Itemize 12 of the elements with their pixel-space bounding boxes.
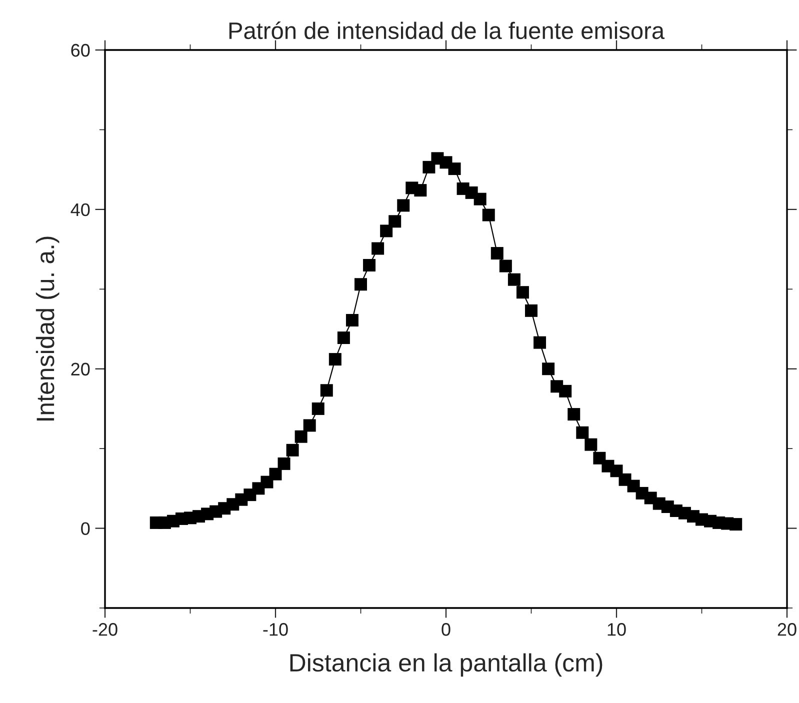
x-axis-title: Distancia en la pantalla (cm) [290, 653, 602, 677]
y-tick-label: 20 [71, 362, 90, 376]
x-tick-label: 20 [778, 623, 796, 636]
y-tick-label: 0 [81, 522, 90, 536]
y-tick-label: 40 [70, 203, 90, 216]
y-tick-label: 60 [71, 44, 90, 57]
x-tick-label: 0 [442, 623, 450, 636]
x-tick-label: -20 [92, 623, 118, 636]
x-tick-label: -10 [263, 623, 288, 636]
y-axis-title: Intensidad (u. a.) [36, 236, 60, 420]
chart-title: Patrón de intensidad de la fuente emisora [229, 22, 665, 40]
x-tick-label: 10 [608, 623, 626, 636]
